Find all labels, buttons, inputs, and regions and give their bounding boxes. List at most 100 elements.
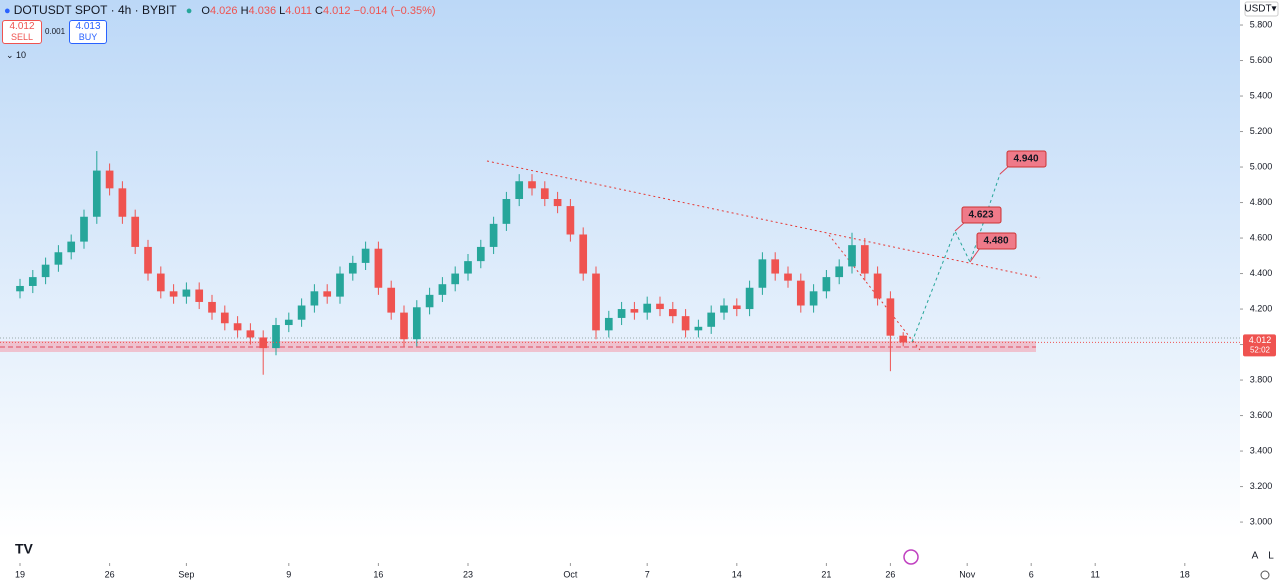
candle-body (540, 188, 549, 199)
candle-body (67, 241, 76, 253)
candle-body (156, 273, 165, 292)
dropdown-icon[interactable]: ▾ (1271, 4, 1276, 15)
x-tick-label: 23 (463, 569, 473, 579)
candle-body (694, 326, 703, 331)
candle-body (707, 312, 716, 327)
candle-body (80, 216, 88, 242)
candle-body (860, 245, 869, 274)
candle-body (451, 273, 460, 285)
last-price-label: 4.012 (1249, 335, 1272, 345)
buy-button[interactable]: 4.013 BUY (69, 20, 107, 44)
support-zone (0, 341, 1036, 352)
candle-body (796, 280, 805, 306)
quantity[interactable]: 0.001 (45, 27, 66, 36)
event-icon[interactable] (903, 549, 919, 565)
candle-body (323, 291, 332, 297)
annotation-label: 4.480 (983, 236, 1008, 247)
candle-body (592, 273, 600, 331)
candle-body (758, 259, 767, 288)
annotation: 4.940 4.623 4.480 (954, 150, 1047, 263)
x-tick-label: Sep (178, 569, 194, 579)
y-tick-label: 3.400 (1250, 445, 1273, 455)
ohlc-value: 4.011 (285, 5, 312, 17)
candle-body (745, 287, 754, 310)
candle-body (476, 246, 485, 262)
y-tick-label: 5.800 (1250, 19, 1273, 29)
currency[interactable]: USDT (1244, 4, 1271, 15)
candle-body (284, 319, 293, 326)
x-tick-label: 11 (1091, 569, 1100, 579)
candle-body (387, 287, 396, 313)
ohlc-value: 4.012 (322, 5, 351, 17)
y-tick-label: 5.000 (1250, 161, 1273, 171)
candle-body (28, 277, 37, 286)
currency-button[interactable] (1244, 1, 1279, 17)
indicators-toggle[interactable]: ⌄ 10 (6, 50, 27, 60)
candle-body (643, 303, 652, 313)
candle-body (361, 248, 370, 263)
candle-body (464, 261, 472, 274)
sell-button[interactable]: 4.012 SELL (2, 20, 42, 44)
candle-body (54, 252, 63, 265)
logo: TV (15, 541, 34, 557)
candle-body (220, 312, 229, 324)
candle-body (310, 291, 319, 306)
ohlc-key: O (201, 5, 210, 17)
x-tick-label: Nov (959, 569, 976, 579)
candle-body (771, 259, 780, 274)
candle-body (835, 266, 844, 278)
trend-line (486, 160, 1041, 279)
candle-body (822, 277, 831, 292)
candle-body (208, 301, 216, 313)
candle-body (720, 305, 728, 313)
candle-body (272, 325, 280, 349)
candle-body (336, 273, 344, 297)
change: −0.014 (−0.35%) (353, 5, 436, 17)
y-tick-label: 3.600 (1250, 410, 1273, 420)
y-tick-label: 3.800 (1250, 374, 1273, 384)
y-tick-label: 4.600 (1250, 232, 1273, 242)
x-tick-label: 16 (373, 569, 383, 579)
candle-body (195, 289, 204, 302)
candle-body (617, 309, 626, 318)
x-tick-label: 7 (645, 569, 650, 579)
candle-body (233, 323, 242, 331)
candle-body (131, 216, 140, 247)
candle-body (41, 264, 50, 278)
candle-body (873, 273, 882, 299)
y-tick-label: 5.200 (1250, 126, 1273, 136)
candle-body (668, 309, 677, 317)
settings-icon[interactable] (1260, 570, 1270, 580)
candle-body (528, 181, 536, 189)
candle-body (169, 291, 178, 297)
x-tick-label: 6 (1029, 569, 1034, 579)
x-tick-label: 19 (15, 569, 25, 579)
candle-body (732, 305, 741, 310)
x-tick-label: 26 (105, 569, 115, 579)
ohlc-value: 4.026 (209, 5, 238, 17)
log-scale[interactable]: L (1268, 551, 1274, 562)
symbol[interactable]: DOTUSDT SPOT · 4h · BYBIT (13, 3, 177, 17)
y-tick-label: 4.400 (1250, 268, 1273, 278)
candle-body (425, 294, 434, 308)
x-tick-label: 26 (885, 569, 895, 579)
plot-background (0, 0, 1240, 540)
candle-body (400, 312, 408, 340)
candle-body (502, 198, 511, 224)
candle-body (899, 335, 908, 343)
candle-body (809, 291, 818, 306)
status-dot: ● (185, 5, 193, 17)
candle-body (105, 170, 114, 189)
x-tick-label: 21 (821, 569, 831, 579)
y-tick-label: 4.800 (1250, 197, 1273, 207)
candle-body (566, 206, 575, 235)
candle-body (374, 248, 383, 288)
candle-body (579, 234, 588, 274)
auto-scale[interactable]: A (1252, 551, 1259, 562)
candle-body (246, 330, 255, 338)
annotation-label: 4.623 (968, 210, 993, 221)
sell-label: SELL (10, 32, 34, 42)
y-tick-label: 4.200 (1250, 303, 1273, 313)
